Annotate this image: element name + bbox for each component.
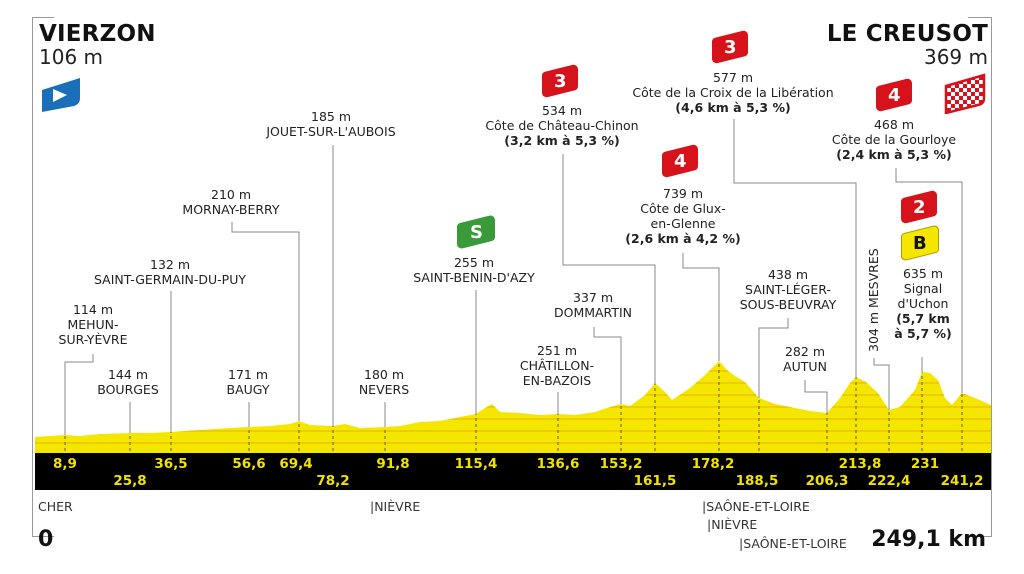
frame-right-bottom (968, 536, 992, 537)
distance-total: 249,1 km (871, 527, 986, 552)
point-jouet-sur-laubois: 185 m JOUET-SUR-L'AUBOIS (266, 109, 396, 139)
km-mark: 178,2 (691, 456, 735, 472)
point-chatillon-en-bazois: 251 m CHÂTILLON- EN-BAZOIS (519, 343, 595, 388)
point-signal-duchon: 635 m Signal d'Uchon (5,7 km à 5,7 %) (894, 266, 952, 341)
department-label: CHER (38, 499, 73, 514)
km-mark: 8,9 (53, 456, 77, 472)
km-mark: 188,5 (735, 473, 779, 489)
climb-category-icon: 2 (901, 189, 937, 225)
climb-category-icon: 4 (662, 143, 698, 179)
km-mark: 153,2 (599, 456, 643, 472)
point-cote-glux-en-glenne: 739 m Côte de Glux- en-Glenne (2,6 km à … (625, 186, 741, 246)
sprint-icon: S (457, 214, 495, 250)
point-cote-gourloye: 468 m Côte de la Gourloye (2,4 km à 5,3 … (831, 117, 957, 162)
department-label: |SAÔNE-ET-LOIRE (739, 536, 847, 551)
finish-city: LE CREUSOT (826, 21, 988, 47)
km-mark: 25,8 (113, 473, 147, 489)
department-label: |NIÈVRE (707, 517, 758, 532)
frame-left-top (32, 17, 54, 18)
km-mark: 161,5 (633, 473, 677, 489)
km-band (35, 453, 991, 490)
climb-category-icon: 3 (712, 29, 748, 65)
point-mehun: 114 m MEHUN- SUR-YÈVRE (58, 302, 128, 347)
department-label: |NIÈVRE (370, 499, 421, 514)
bonus-icon: B (901, 224, 939, 262)
point-dommartin: 337 m DOMMARTIN (553, 290, 633, 320)
bonus-badge: B (901, 224, 939, 262)
km-mark: 56,6 (232, 456, 266, 472)
start-city: VIERZON (39, 21, 156, 47)
climb-badge-cat3: 3 (542, 63, 578, 99)
distance-start: 0 (38, 527, 54, 552)
km-mark: 69,4 (279, 456, 313, 472)
km-mark: 231 (910, 456, 940, 472)
point-autun: 282 m AUTUN (783, 344, 827, 374)
climb-category-icon: 3 (542, 63, 578, 99)
frame-right (991, 17, 992, 537)
start-flag-icon (40, 76, 82, 112)
climb-badge-cat4: 4 (876, 77, 912, 113)
climb-badge-cat4: 4 (662, 143, 698, 179)
climb-badge-cat2: 2 (901, 189, 937, 225)
department-label: |SAÔNE-ET-LOIRE (702, 499, 810, 514)
km-mark: 91,8 (376, 456, 410, 472)
km-mark: 115,4 (454, 456, 498, 472)
frame-right-top (968, 17, 992, 18)
point-saint-leger-sous-beuvray: 438 m SAINT-LÉGER- SOUS-BEUVRAY (739, 267, 837, 312)
km-marks: 8,9 36,5 56,6 69,4 91,8 115,4 136,6 153,… (0, 453, 1024, 490)
frame-left (32, 17, 33, 537)
point-mesvres: 304 m MESVRES (866, 248, 881, 352)
point-nevers: 180 m NEVERS (358, 367, 410, 397)
point-saint-benin-dazy: 255 m SAINT-BENIN-D'AZY (413, 255, 535, 285)
point-saint-germain-du-puy: 132 m SAINT-GERMAIN-DU-PUY (94, 257, 246, 287)
km-mark: 136,6 (536, 456, 580, 472)
finish-altitude: 369 m (923, 45, 988, 69)
start-altitude: 106 m (39, 45, 104, 69)
km-mark: 78,2 (316, 473, 350, 489)
point-cote-chateau-chinon: 534 m Côte de Château-Chinon (3,2 km à 5… (485, 103, 639, 148)
point-cote-croix-liberation: 577 m Côte de la Croix de la Libération … (632, 70, 834, 115)
climb-category-icon: 4 (876, 77, 912, 113)
climb-badge-cat3: 3 (712, 29, 748, 65)
km-mark: 222,4 (867, 473, 911, 489)
km-mark: 36,5 (154, 456, 188, 472)
sprint-badge: S (457, 214, 495, 250)
point-mornay-berry: 210 m MORNAY-BERRY (182, 187, 280, 217)
km-mark: 241,2 (940, 473, 984, 489)
finish-checkered-flag-icon (943, 72, 987, 115)
frame-left-bottom (32, 536, 54, 537)
point-bourges: 144 m BOURGES (97, 367, 159, 397)
km-mark: 213,8 (838, 456, 882, 472)
point-baugy: 171 m BAUGY (226, 367, 270, 397)
km-mark: 206,3 (805, 473, 849, 489)
